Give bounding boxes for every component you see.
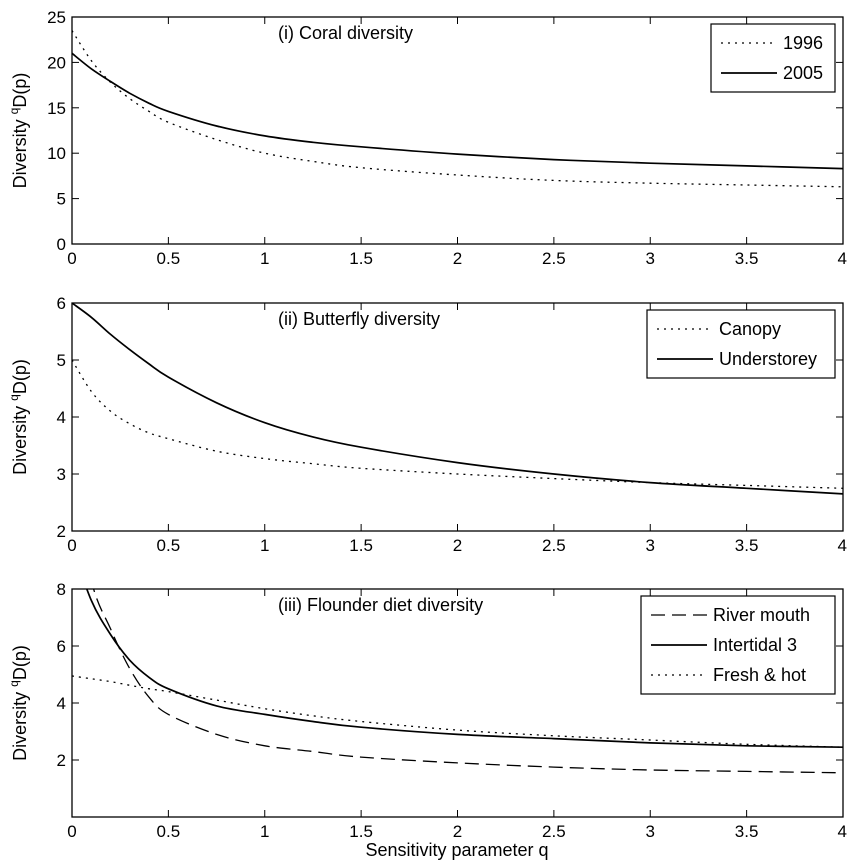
legend-label: Intertidal 3 [713,635,797,655]
legend-label: Fresh & hot [713,665,806,685]
panel-title: (iii) Flounder diet diversity [278,595,483,615]
series-line-canopy [72,359,843,489]
legend-label: Understorey [719,349,817,369]
chart-panel-3: 0 0.5 1 1.5 2 2.5 3 3.5 4 2 4 6 8 Diversity qD(p) (iii… [7,580,847,841]
legend-label: Canopy [719,319,781,339]
x-tick-label: 3 [646,822,655,841]
x-tick-label: 3.5 [735,536,759,555]
legend-box [710,23,836,93]
x-tick-label: 2 [453,536,462,555]
x-tick-label: 1.5 [349,249,373,268]
y-tick-label: 25 [47,8,66,27]
series-line-understorey [72,303,843,495]
x-tick-label: 2 [453,822,462,841]
y-tick-label: 6 [57,637,66,656]
y-tick-label: 8 [57,580,66,599]
chart-panel-2: 0 0.5 1 1.5 2 2.5 3 3.5 4 2 3 4 5 6 Diversity qD(p) (ii… [7,294,847,555]
x-tick-label: 2 [453,249,462,268]
x-tick-label: 3.5 [735,249,759,268]
y-tick-label: 4 [57,694,66,713]
series-line-2005 [72,52,843,170]
x-tick-label: 4 [838,249,847,268]
chart-panel-1: 0 0.5 1 1.5 2 2.5 3 3.5 4 0 5 10 15 20 25 Diversity qD(… [7,8,847,268]
x-tick-label: 4 [838,536,847,555]
x-tick-label: 0.5 [157,536,181,555]
x-tick-label: 0 [67,822,76,841]
y-tick-label: 10 [47,144,66,163]
y-axis-label: Diversity qD(p) [7,359,30,475]
legend: River mouth Intertidal 3 Fresh & hot [640,595,836,695]
x-tick-label: 2.5 [542,822,566,841]
x-tick-label: 3 [646,249,655,268]
y-tick-label: 20 [47,53,66,72]
x-tick-label: 2.5 [542,249,566,268]
x-tick-label: 0.5 [157,249,181,268]
legend-label: 2005 [783,63,823,83]
y-tick-label: 5 [57,351,66,370]
panel-title: (ii) Butterfly diversity [278,309,440,329]
y-tick-label: 4 [57,408,66,427]
legend: 1996 2005 [710,23,836,93]
legend-label: 1996 [783,33,823,53]
panel-title: (i) Coral diversity [278,23,413,43]
x-tick-label: 4 [838,822,847,841]
x-tick-label: 1.5 [349,536,373,555]
legend: Canopy Understorey [646,309,836,379]
y-tick-label: 0 [57,235,66,254]
y-axis-label: Diversity qD(p) [7,645,30,761]
series-line-intertidal-3 [85,589,843,749]
y-axis-label: Diversity qD(p) [7,73,30,189]
series-line-1996 [72,30,843,188]
x-tick-label: 1 [260,249,269,268]
legend-label: River mouth [713,605,810,625]
x-tick-label: 2.5 [542,536,566,555]
x-axis-label: Sensitivity parameter q [365,840,548,860]
y-tick-label: 15 [47,99,66,118]
x-tick-label: 3.5 [735,822,759,841]
y-tick-label: 6 [57,294,66,313]
x-tick-label: 0.5 [157,822,181,841]
y-tick-label: 2 [57,522,66,541]
x-tick-label: 3 [646,536,655,555]
y-tick-label: 3 [57,465,66,484]
series-line-river-mouth [92,589,843,774]
x-tick-label: 0 [67,249,76,268]
x-tick-label: 0 [67,536,76,555]
x-tick-label: 1 [260,822,269,841]
x-tick-label: 1 [260,536,269,555]
x-tick-label: 1.5 [349,822,373,841]
legend-box [646,309,836,379]
y-tick-label: 5 [57,190,66,209]
series-line-fresh-hot [72,675,843,748]
y-tick-label: 2 [57,751,66,770]
